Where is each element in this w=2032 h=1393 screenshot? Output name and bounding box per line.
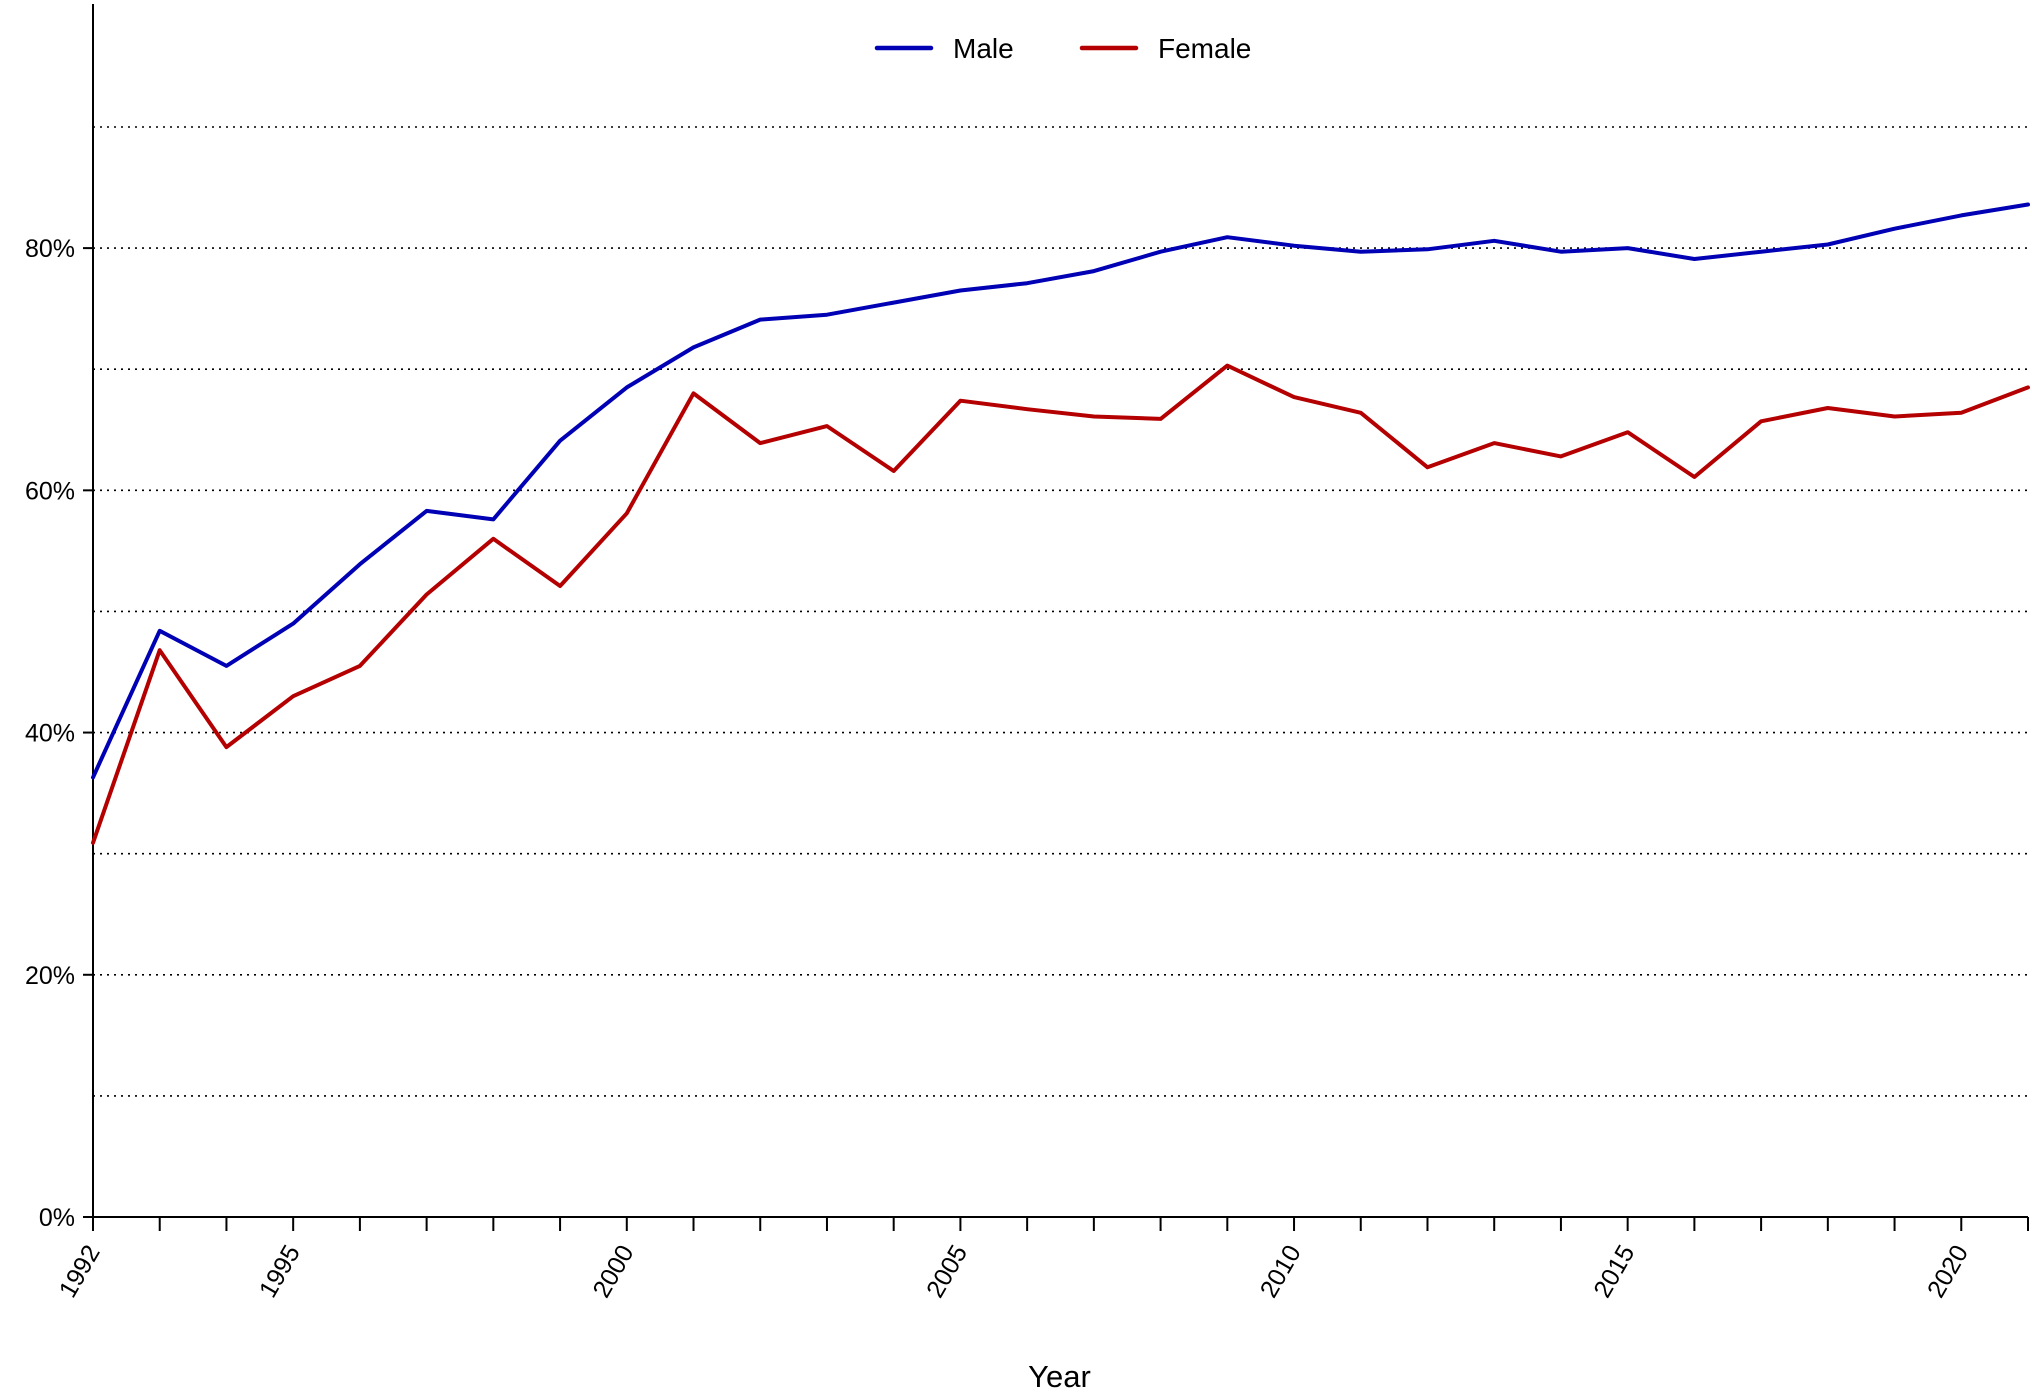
gridlines bbox=[93, 126, 2032, 1097]
y-tick-label-40: 40% bbox=[25, 720, 75, 748]
legend-label-male: Male bbox=[953, 33, 1014, 64]
y-tick-label-20: 20% bbox=[25, 962, 75, 990]
y-tick-label-80: 80% bbox=[25, 235, 75, 263]
x-tick-label-2010: 2010 bbox=[1255, 1240, 1307, 1302]
x-tick-label-1992: 1992 bbox=[54, 1240, 106, 1302]
series-line-female bbox=[91, 363, 2030, 845]
x-tick-label-2020: 2020 bbox=[1922, 1240, 1974, 1302]
x-tick-label-2015: 2015 bbox=[1588, 1240, 1640, 1302]
y-tick-label-0: 0% bbox=[39, 1204, 75, 1232]
y-tick-label-60: 60% bbox=[25, 477, 75, 505]
legend-label-female: Female bbox=[1158, 33, 1251, 64]
legend: Male Female bbox=[874, 33, 1251, 64]
series-line-male bbox=[91, 202, 2030, 780]
x-tick-label-2005: 2005 bbox=[921, 1240, 973, 1302]
x-axis-ticks: 1992 1995 2000 2005 2010 2015 2020 bbox=[54, 1217, 2029, 1303]
series-lines bbox=[91, 202, 2030, 845]
y-axis-ticks: 0% 20% 40% 60% 80% bbox=[25, 235, 93, 1232]
axes bbox=[92, 4, 2028, 1218]
x-tick-label-1995: 1995 bbox=[254, 1240, 306, 1302]
x-tick-label-2000: 2000 bbox=[588, 1240, 640, 1302]
x-axis-title: Year bbox=[1028, 1359, 1091, 1393]
